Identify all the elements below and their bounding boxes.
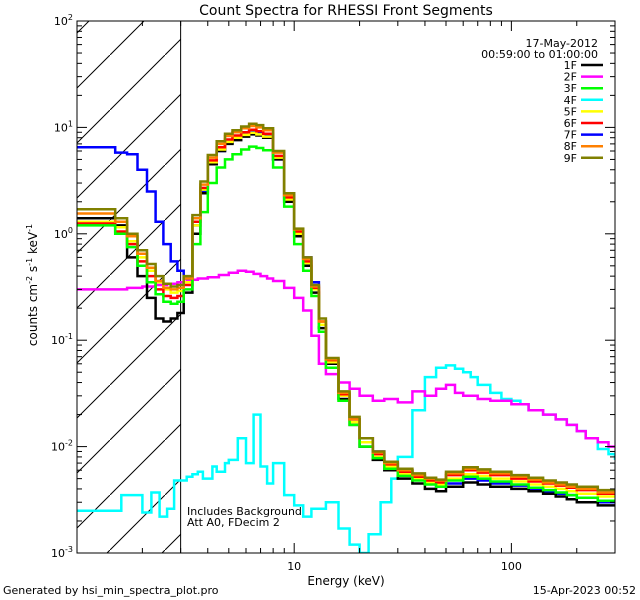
y-label-mid2: keV (26, 231, 40, 258)
y-label-mid1: s (26, 266, 40, 276)
x-tick-label: 100 (501, 560, 522, 573)
footer-generated-by: Generated by hsi_min_spectra_plot.pro (3, 584, 219, 597)
spectra-chart: 10 10010-310-210-1100101102 Count Spectra… (0, 0, 640, 600)
legend-label-9f: 9F (564, 152, 577, 165)
annotation-attenuator: Att A0, FDecim 2 (187, 516, 280, 529)
y-label-exp3: -1 (25, 224, 34, 232)
y-label-base: counts cm (26, 284, 40, 346)
y-label-exp1: -2 (25, 276, 34, 284)
x-tick-label: 10 (287, 560, 301, 573)
chart-title: Count Spectra for RHESSI Front Segments (199, 3, 493, 19)
footer-timestamp: 15-Apr-2023 00:52 (533, 584, 636, 597)
y-axis-label: counts cm-2 s-1 keV-1 (25, 224, 40, 346)
info-time: 00:59:00 to 01:00:00 (481, 48, 598, 61)
y-label-exp2: -1 (25, 258, 34, 266)
x-axis-label: Energy (keV) (307, 574, 384, 588)
